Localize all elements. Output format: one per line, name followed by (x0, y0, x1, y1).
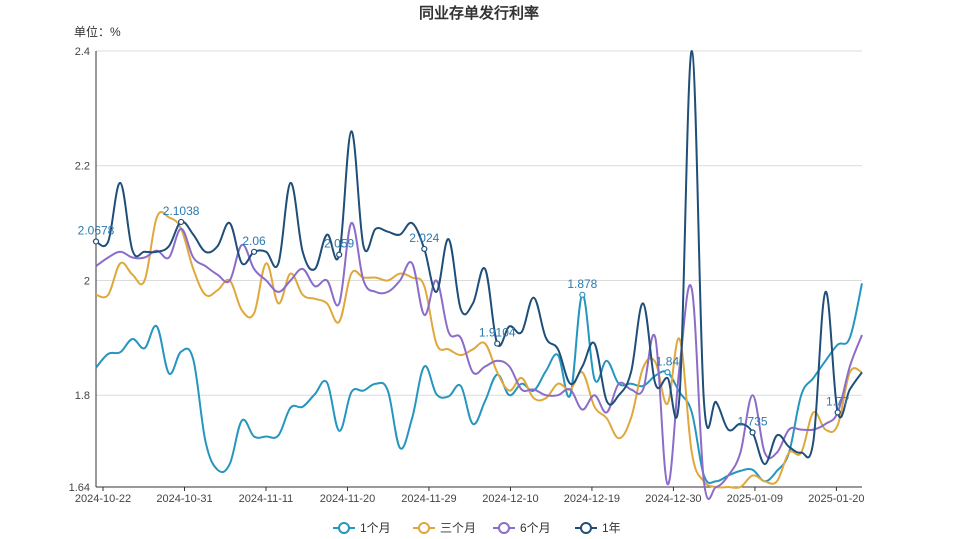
annotation-label: 1.878 (567, 277, 597, 291)
legend-marker (418, 522, 430, 534)
chart-title: 同业存单发行利率 (419, 4, 539, 22)
y-tick-label: 1.64 (69, 482, 90, 494)
annotation-point (579, 291, 586, 298)
x-tick-label: 2024-10-22 (75, 493, 131, 505)
legend-label: 6个月 (520, 521, 551, 535)
annotation-label: 1.735 (738, 415, 768, 429)
y-tick-label: 2.2 (75, 161, 90, 173)
annotation-point (494, 340, 501, 347)
legend-item[interactable]: 三个月 (413, 521, 476, 535)
legend-marker (338, 522, 350, 534)
annotation-label: 2.024 (409, 231, 439, 245)
y-tick-label: 2.4 (75, 46, 90, 58)
data-annotations: 2.0678 2.1038 2.06 2.059 2.024 1.9104 1.878 1.8… (78, 204, 850, 436)
annotation-label: 1.84 (656, 354, 680, 368)
axes: 1.64 1.8 2 2.2 2.4 2024-10-22 2024-10-31 2024-1… (69, 46, 865, 505)
legend[interactable]: 1个月 三个月 6个月 1年 (333, 521, 621, 535)
annotation-label: 2.059 (324, 237, 354, 251)
annotation-label: 1.9104 (479, 326, 516, 340)
legend-label: 1年 (602, 521, 621, 535)
x-tick-label: 2024-11-20 (320, 493, 375, 505)
x-tick-label: 2024-10-31 (156, 493, 212, 505)
y-tick-label: 2 (84, 275, 90, 287)
annotation-point (250, 248, 258, 255)
annotation-point (92, 238, 100, 245)
x-tick-label: 2024-12-30 (645, 493, 701, 505)
series-line (95, 283, 863, 485)
x-tick-label: 2024-11-29 (401, 493, 456, 505)
x-tick-label: 2024-12-19 (564, 493, 620, 505)
legend-marker (498, 522, 510, 534)
series-line (95, 222, 863, 500)
annotation-point (178, 218, 185, 226)
annotation-label: 2.1038 (163, 204, 200, 218)
x-tick-label: 2024-11-11 (239, 493, 294, 505)
annotation-point (336, 251, 343, 258)
series-line (95, 49, 863, 466)
legend-marker (580, 522, 592, 534)
series-line (95, 210, 863, 489)
legend-item[interactable]: 6个月 (493, 521, 551, 535)
annotation-label: 2.06 (242, 234, 266, 248)
y-tick-label: 1.8 (75, 390, 90, 402)
x-tick-label: 2025-01-20 (808, 493, 864, 505)
y-unit-label: 单位：% (74, 24, 121, 39)
annotation-label: 2.0678 (78, 223, 115, 237)
legend-label: 1个月 (360, 521, 391, 535)
annotation-point (834, 409, 841, 416)
legend-item[interactable]: 1个月 (333, 521, 391, 535)
legend-label: 三个月 (440, 521, 476, 535)
annotation-label: 1.77 (826, 394, 850, 408)
annotation-point (664, 369, 671, 376)
annotation-point (749, 429, 756, 436)
x-tick-label: 2025-01-09 (727, 493, 783, 505)
legend-item[interactable]: 1年 (575, 521, 621, 535)
x-tick-label: 2024-12-10 (482, 493, 538, 505)
series-lines (95, 49, 863, 500)
annotation-point (421, 245, 428, 253)
